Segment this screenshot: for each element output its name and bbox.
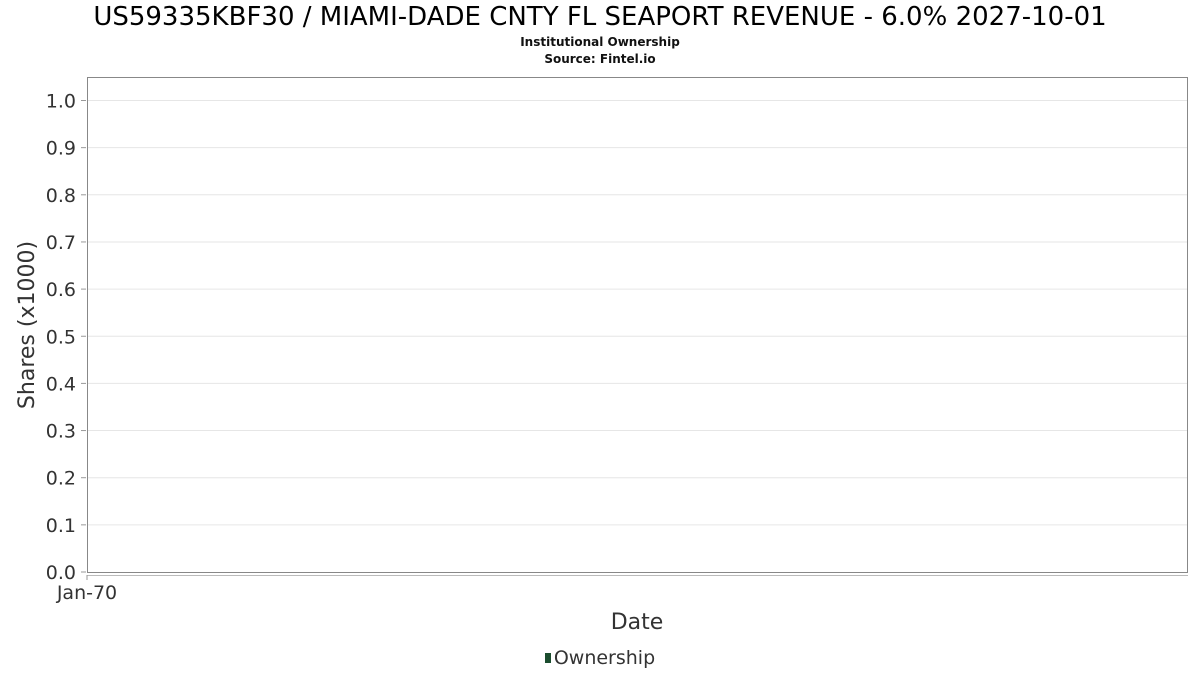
gridlines — [88, 100, 1187, 526]
x-axis-title: Date — [611, 610, 664, 635]
y-tick-label: 0.4 — [46, 373, 76, 395]
legend-label-ownership: Ownership — [553, 647, 656, 669]
y-tick-label: 0.7 — [46, 232, 76, 254]
x-tick-label: Jan-70 — [56, 582, 117, 604]
y-tick-label: 0.0 — [46, 562, 76, 584]
y-tick-label: 0.3 — [46, 421, 76, 443]
y-tick-label: 1.0 — [46, 91, 76, 113]
y-tick-label: 0.2 — [46, 468, 76, 490]
y-tick-label: 0.9 — [46, 138, 76, 160]
y-tick-label: 0.1 — [46, 515, 76, 537]
legend-swatch-ownership — [544, 653, 551, 663]
y-axis-ticks: 0.0 0.1 0.2 0.3 0.4 0.5 0.6 0.7 0.8 0.9 1.0 — [46, 91, 86, 584]
chart-subtitle-source: Source: Fintel.io — [544, 52, 656, 66]
chart-title: US59335KBF30 / MIAMI-DADE CNTY FL SEAPOR… — [93, 2, 1107, 32]
y-axis-title: Shares (x1000) — [15, 241, 40, 409]
plot-frame — [87, 77, 1188, 573]
x-axis-ticks: Jan-70 — [56, 575, 117, 604]
legend: Ownership — [0, 647, 1200, 669]
y-tick-label: 0.8 — [46, 185, 76, 207]
y-tick-label: 0.6 — [46, 279, 76, 301]
chart-subtitle-institutional-ownership: Institutional Ownership — [520, 35, 680, 49]
y-tick-label: 0.5 — [46, 326, 76, 348]
